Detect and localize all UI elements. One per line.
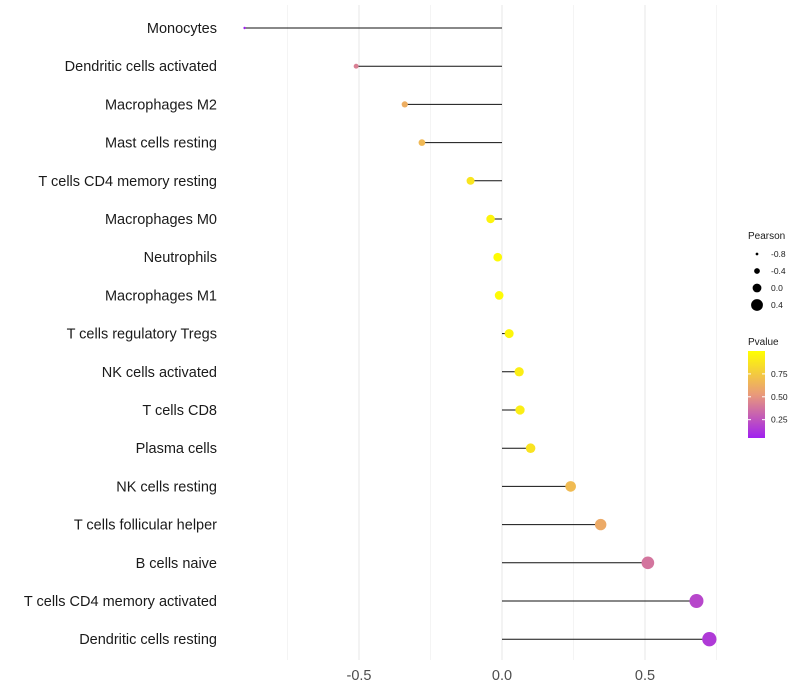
point (493, 252, 503, 262)
point (594, 518, 607, 531)
category-label: Dendritic cells activated (65, 59, 217, 75)
point (466, 176, 475, 185)
category-label: NK cells resting (116, 479, 217, 495)
category-label: T cells regulatory Tregs (67, 327, 217, 343)
category-label: T cells CD4 memory activated (24, 594, 217, 610)
size-legend-title: Pearson (748, 231, 785, 242)
size-legend-label: -0.8 (771, 249, 786, 259)
color-bar (748, 351, 765, 438)
size-legend-label: -0.4 (771, 266, 786, 276)
size-legend-label: 0.4 (771, 300, 783, 310)
point (525, 443, 536, 453)
point (243, 26, 246, 30)
x-tick-label: -0.5 (347, 668, 372, 684)
point (486, 214, 495, 224)
category-label: Macrophages M0 (105, 212, 217, 228)
category-label: NK cells activated (102, 365, 217, 381)
x-tick-label: 0.5 (635, 668, 655, 684)
category-label: Monocytes (147, 21, 217, 37)
color-legend-label: 0.50 (771, 392, 788, 402)
size-legend-dot (752, 283, 762, 293)
size-legend: Pearson -0.8 -0.4 0.0 0.4 (748, 231, 786, 311)
category-label: Dendritic cells resting (79, 632, 217, 648)
point (702, 632, 717, 647)
x-axis-ticks: -0.5 0.0 0.5 (347, 668, 656, 684)
size-legend-dot (751, 299, 763, 311)
category-label: T cells follicular helper (74, 518, 217, 534)
category-label: Macrophages M1 (105, 288, 217, 304)
color-legend-title: Pvalue (748, 337, 779, 348)
size-legend-dot (755, 252, 759, 256)
point (401, 101, 408, 108)
point (353, 63, 359, 69)
gridlines (287, 5, 717, 660)
category-label: B cells naive (136, 556, 217, 572)
color-legend: Pvalue 0.75 0.50 0.25 (748, 337, 788, 438)
category-label: T cells CD4 memory resting (38, 174, 217, 190)
category-label: Plasma cells (136, 441, 217, 457)
color-legend-label: 0.25 (771, 415, 788, 425)
size-legend-dot (754, 268, 760, 274)
point (515, 405, 525, 415)
category-label: Macrophages M2 (105, 97, 217, 113)
stems (244, 27, 710, 640)
points (243, 26, 717, 647)
size-legend-label: 0.0 (771, 283, 783, 293)
point (641, 556, 655, 570)
point (418, 139, 426, 146)
point (565, 481, 576, 492)
y-axis-labels: Monocytes Dendritic cells activated Macrop… (24, 21, 217, 648)
x-tick-label: 0.0 (492, 668, 512, 684)
point (689, 594, 704, 608)
point (504, 329, 514, 339)
point (514, 367, 524, 377)
category-label: Mast cells resting (105, 136, 217, 152)
color-legend-label: 0.75 (771, 369, 788, 379)
point (494, 291, 504, 300)
category-label: Neutrophils (144, 250, 217, 266)
category-label: T cells CD8 (142, 403, 217, 419)
